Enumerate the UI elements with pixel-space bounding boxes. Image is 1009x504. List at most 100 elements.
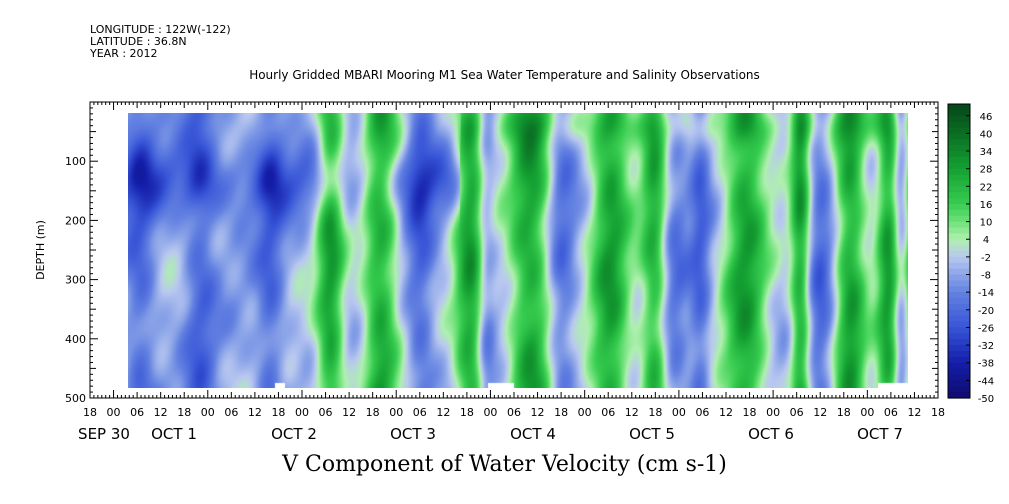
x-hour-label: 12 — [531, 406, 545, 419]
colorbar-label: 40 — [980, 129, 993, 140]
colorbar-band — [948, 292, 970, 299]
colorbar-label: -50 — [978, 394, 994, 405]
colorbar-label: -26 — [978, 323, 994, 334]
colorbar-band — [948, 156, 970, 164]
colorbar-band — [948, 221, 970, 229]
colorbar-band — [948, 109, 970, 117]
x-date-label: OCT 3 — [390, 425, 436, 443]
colorbar-band — [948, 233, 970, 240]
colorbar-label: 28 — [980, 165, 993, 176]
colorbar-label: 46 — [980, 112, 993, 123]
colorbar-band — [948, 262, 970, 270]
x-hour-label: 00 — [483, 406, 497, 419]
x-hour-label: 06 — [130, 406, 144, 419]
colorbar-band — [948, 350, 970, 358]
colorbar-label: -20 — [978, 306, 994, 317]
x-date-label: OCT 5 — [629, 425, 675, 443]
colorbar-band — [948, 392, 970, 399]
colorbar: 46 40 34 28 22 16 10 4 -2 -8 -14 -20 -26 -32 -38 -44 -50 — [947, 103, 994, 405]
colorbar-band — [948, 186, 970, 193]
colorbar-band — [948, 356, 970, 364]
colorbar-band — [948, 339, 970, 346]
x-hour-label: 00 — [107, 406, 121, 419]
x-hour-label: 12 — [154, 406, 168, 419]
x-date-label: OCT 2 — [271, 425, 317, 443]
x-hour-label: 00 — [860, 406, 874, 419]
x-hour-label: 00 — [672, 406, 686, 419]
colorbar-band — [948, 180, 970, 187]
colorbar-band — [948, 162, 970, 170]
x-hour-label: 06 — [601, 406, 615, 419]
x-hour-label: 12 — [813, 406, 827, 419]
x-hour-label: 18 — [837, 406, 851, 419]
x-hour-label: 18 — [366, 406, 380, 419]
x-axis: 18 00 06 12 18 00 06 12 18 00 06 12 18 00 06 12 18 00 06 12… — [78, 102, 945, 443]
y-tick-label: 400 — [65, 333, 86, 346]
heatmap-field — [128, 113, 908, 388]
colorbar-band — [948, 321, 970, 329]
colorbar-band — [948, 215, 970, 223]
colorbar-band — [948, 121, 970, 129]
colorbar-band — [948, 380, 970, 387]
x-hour-label: 18 — [648, 406, 662, 419]
x-hour-label: 00 — [201, 406, 215, 419]
colorbar-band — [948, 151, 970, 158]
colorbar-band — [948, 104, 970, 111]
longitude-label: LONGITUDE : 122W(-122) — [90, 23, 231, 36]
colorbar-band — [948, 209, 970, 217]
x-date-label: OCT 7 — [857, 425, 903, 443]
colorbar-band — [948, 303, 970, 311]
latitude-label: LATITUDE : 36.8N — [90, 35, 187, 48]
colorbar-label: -2 — [981, 253, 991, 264]
colorbar-band — [948, 251, 970, 258]
colorbar-band — [948, 133, 970, 140]
x-hour-label: 18 — [83, 406, 97, 419]
colorbar-band — [948, 286, 970, 293]
x-hour-label: 18 — [554, 406, 568, 419]
colorbar-band — [948, 386, 970, 393]
x-hour-label: 06 — [413, 406, 427, 419]
y-tick-label: 100 — [65, 155, 86, 168]
colorbar-band — [948, 256, 970, 264]
colorbar-band — [948, 333, 970, 340]
heatmap-image — [128, 113, 908, 388]
colorbar-band — [948, 198, 970, 205]
colorbar-band — [948, 368, 970, 376]
colorbar-band — [948, 145, 970, 152]
colorbar-band — [948, 245, 970, 252]
colorbar-band — [948, 239, 970, 246]
x-hour-label: 12 — [719, 406, 733, 419]
x-hour-label: 12 — [248, 406, 262, 419]
x-hour-label: 00 — [766, 406, 780, 419]
colorbar-band — [948, 192, 970, 199]
y-tick-label: 500 — [65, 392, 86, 405]
x-hour-label: 18 — [743, 406, 757, 419]
x-axis-label: V Component of Water Velocity (cm s-1) — [282, 452, 727, 477]
y-tick-label: 200 — [65, 214, 86, 227]
colorbar-label: 16 — [980, 200, 993, 211]
colorbar-band — [948, 274, 970, 281]
colorbar-band — [948, 327, 970, 334]
x-hour-label: 12 — [907, 406, 921, 419]
colorbar-band — [948, 115, 970, 123]
colorbar-band — [948, 139, 970, 146]
colorbar-band — [948, 203, 970, 211]
x-date-label: OCT 1 — [151, 425, 197, 443]
colorbar-band — [948, 168, 970, 176]
x-date-label: OCT 4 — [510, 425, 556, 443]
x-date-label: SEP 30 — [78, 425, 130, 443]
colorbar-band — [948, 374, 970, 381]
colorbar-band — [948, 280, 970, 287]
x-hour-label: 06 — [884, 406, 898, 419]
x-date-label: OCT 6 — [748, 425, 794, 443]
colorbar-band — [948, 174, 970, 182]
colorbar-label: 22 — [980, 182, 993, 193]
colorbar-band — [948, 298, 970, 305]
x-hour-label: 12 — [436, 406, 450, 419]
x-hour-label: 00 — [295, 406, 309, 419]
colorbar-label: -32 — [978, 341, 994, 352]
colorbar-band — [948, 345, 970, 352]
x-hour-label: 06 — [224, 406, 238, 419]
colorbar-label: 10 — [980, 218, 993, 229]
